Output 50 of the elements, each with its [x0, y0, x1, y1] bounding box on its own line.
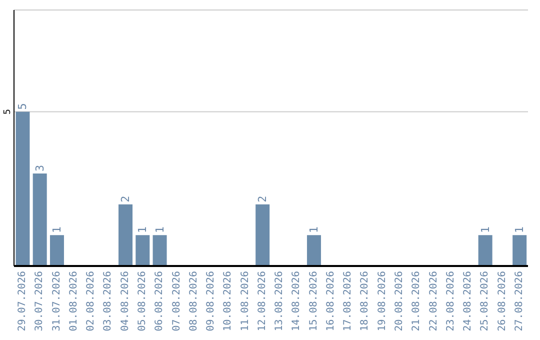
x-tick-label: 02.08.2026	[86, 271, 97, 332]
x-tick-label: 19.08.2026	[376, 271, 388, 332]
x-tick-label: 27.08.2026	[514, 271, 525, 332]
x-tick-label: 26.08.2026	[496, 271, 508, 332]
x-tick-label: 04.08.2026	[120, 271, 131, 332]
bar	[478, 235, 492, 266]
bar	[32, 173, 47, 266]
x-tick-label: 24.08.2026	[462, 271, 474, 332]
bar	[136, 235, 150, 266]
data-label: 1	[478, 226, 492, 234]
x-tick-label: 11.08.2026	[240, 271, 251, 332]
x-tick-label: 03.08.2026	[102, 271, 114, 332]
x-tick-label: 05.08.2026	[137, 271, 148, 332]
x-tick-label: 01.08.2026	[68, 271, 80, 332]
x-tick-label: 10.08.2026	[222, 271, 234, 332]
bar	[16, 112, 30, 266]
x-tick-label: 14.08.2026	[291, 271, 302, 332]
data-label: 5	[3, 108, 13, 115]
x-tick-label: 17.08.2026	[342, 271, 354, 332]
bar	[512, 235, 527, 266]
x-tick-label: 15.08.2026	[308, 271, 320, 332]
x-tick-label: 13.08.2026	[274, 271, 286, 332]
x-tick-label: 30.07.2026	[34, 271, 46, 332]
x-tick-label: 20.08.2026	[394, 271, 405, 332]
x-tick-label: 16.08.2026	[325, 271, 336, 332]
x-tick-label: 29.07.2026	[17, 271, 28, 332]
bar	[256, 204, 270, 266]
x-tick-label: 08.08.2026	[188, 271, 200, 332]
data-label: 3	[33, 164, 46, 172]
bar	[152, 235, 167, 266]
x-tick-label: 23.08.2026	[445, 271, 456, 332]
x-tick-label: 25.08.2026	[480, 271, 491, 332]
data-label: 1	[307, 226, 320, 234]
bar	[50, 235, 64, 266]
x-tick-label: 09.08.2026	[206, 271, 217, 332]
x-tick-label: 06.08.2026	[154, 271, 166, 332]
data-label: 2	[119, 196, 132, 202]
data-label: 1	[50, 226, 64, 234]
x-tick-label: 21.08.2026	[411, 271, 422, 332]
x-tick-label: 07.08.2026	[171, 271, 182, 332]
x-tick-label: 31.07.2026	[51, 271, 62, 332]
data-label: 1	[513, 226, 526, 234]
data-label: 1	[136, 226, 150, 234]
data-label: 1	[153, 226, 166, 234]
x-tick-label: 12.08.2026	[256, 271, 268, 332]
bar	[118, 204, 133, 266]
bar	[306, 235, 321, 266]
x-tick-label: 22.08.2026	[428, 271, 440, 332]
x-tick-label: 18.08.2026	[360, 271, 371, 332]
data-label: 2	[256, 196, 270, 202]
